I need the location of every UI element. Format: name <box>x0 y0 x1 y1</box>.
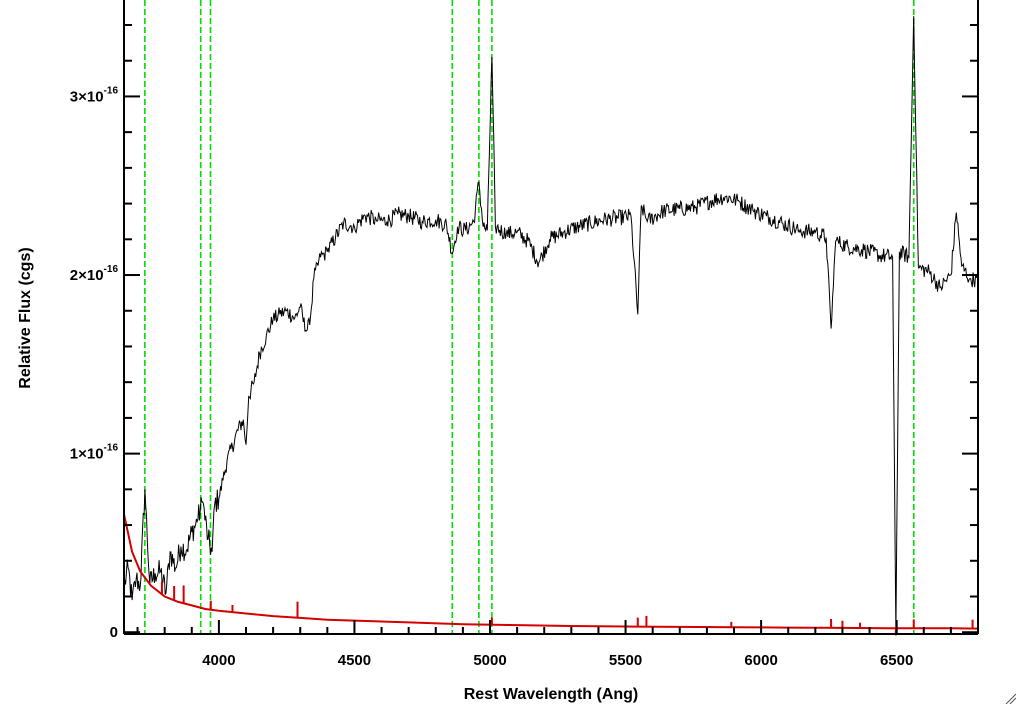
y-tick-labels: 0 1×10-16 2×10-16 3×10-16 <box>70 85 119 641</box>
axes <box>123 0 979 635</box>
x-tick-label-6500: 6500 <box>880 652 913 669</box>
series-layer <box>123 16 979 636</box>
y-axis-title: Relative Flux (cgs) <box>17 247 34 388</box>
spectrum-series-line <box>123 16 979 635</box>
error-series-line <box>123 514 979 630</box>
y-tick-label-3: 3×10-16 <box>70 85 119 105</box>
emission-line-markers <box>144 0 915 634</box>
x-tick-label-4500: 4500 <box>338 652 371 669</box>
x-axis-title: Rest Wavelength (Ang) <box>464 686 639 703</box>
x-tick-labels: 4000 4500 5000 5500 6000 6500 <box>202 652 913 669</box>
y-tick-label-1: 1×10-16 <box>70 443 119 463</box>
x-tick-label-4000: 4000 <box>202 652 235 669</box>
y-tick-label-0: 0 <box>110 624 118 641</box>
x-tick-label-6000: 6000 <box>744 652 777 669</box>
resize-grip-icon[interactable] <box>1004 692 1016 704</box>
x-tick-label-5500: 5500 <box>609 652 642 669</box>
y-tick-label-2: 2×10-16 <box>70 264 119 284</box>
x-tick-label-5000: 5000 <box>473 652 506 669</box>
